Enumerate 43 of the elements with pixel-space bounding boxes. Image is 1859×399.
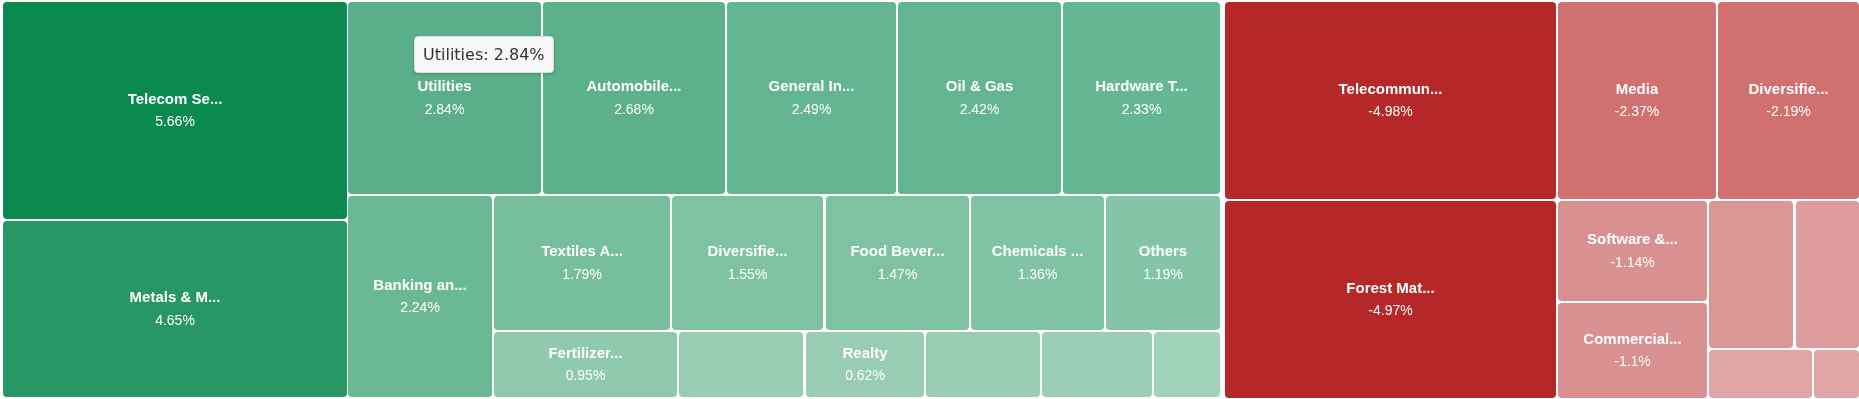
data-label: -1.1% (1614, 353, 1651, 370)
data-label: -4.98% (1368, 103, 1413, 120)
category-label: Software &... (1587, 230, 1678, 248)
data-label: 2.42% (959, 100, 1000, 117)
category-label: Commercial... (1583, 329, 1682, 347)
data-label: -2.19% (1766, 103, 1811, 120)
category-label: Oil & Gas (945, 77, 1014, 95)
data-label: 5.66% (155, 113, 195, 130)
category-label: Forest Mat... (1346, 278, 1435, 296)
category-label: Fertilizer... (548, 343, 623, 361)
category-label: Media (1615, 79, 1659, 97)
category-label: Telecommun... (1338, 79, 1443, 97)
data-label: 0.62% (845, 367, 885, 384)
data-label: 2.33% (1121, 100, 1162, 117)
text: Utilities: 2.84% (414, 36, 554, 73)
category-label: Others (1138, 242, 1188, 260)
category-label: Food Bever... (850, 242, 945, 260)
data-label: 4.65% (155, 311, 195, 328)
data-label: 2.68% (614, 100, 654, 117)
data-label: -1.14% (1610, 253, 1655, 270)
category-label: Textiles A... (541, 242, 623, 260)
category-label: Banking an... (373, 275, 467, 293)
category-label: Realty (842, 343, 889, 361)
category-label: Telecom Se... (127, 89, 223, 107)
data-label: 0.95% (565, 367, 606, 384)
category-label: Automobile... (586, 77, 682, 95)
category-label: Chemicals ... (991, 242, 1084, 260)
data-label: 2.24% (400, 299, 440, 316)
category-label: Diversifie... (707, 242, 788, 260)
category-label: General In... (768, 77, 855, 95)
data-label: -4.97% (1368, 302, 1413, 319)
data-label: 1.47% (877, 265, 918, 282)
category-label: Diversifie... (1748, 79, 1829, 97)
data-label: 1.36% (1017, 265, 1058, 282)
data-label: 1.19% (1143, 265, 1183, 282)
category-label: Utilities (417, 77, 472, 95)
data-label: -2.37% (1614, 103, 1660, 120)
category-label: Metals & M... (129, 288, 221, 306)
data-label: 1.55% (727, 265, 768, 282)
category-label: Hardware T... (1095, 77, 1188, 95)
data-label: 2.49% (791, 100, 832, 117)
data-label: 1.79% (562, 265, 602, 282)
data-label: 2.84% (424, 100, 465, 117)
